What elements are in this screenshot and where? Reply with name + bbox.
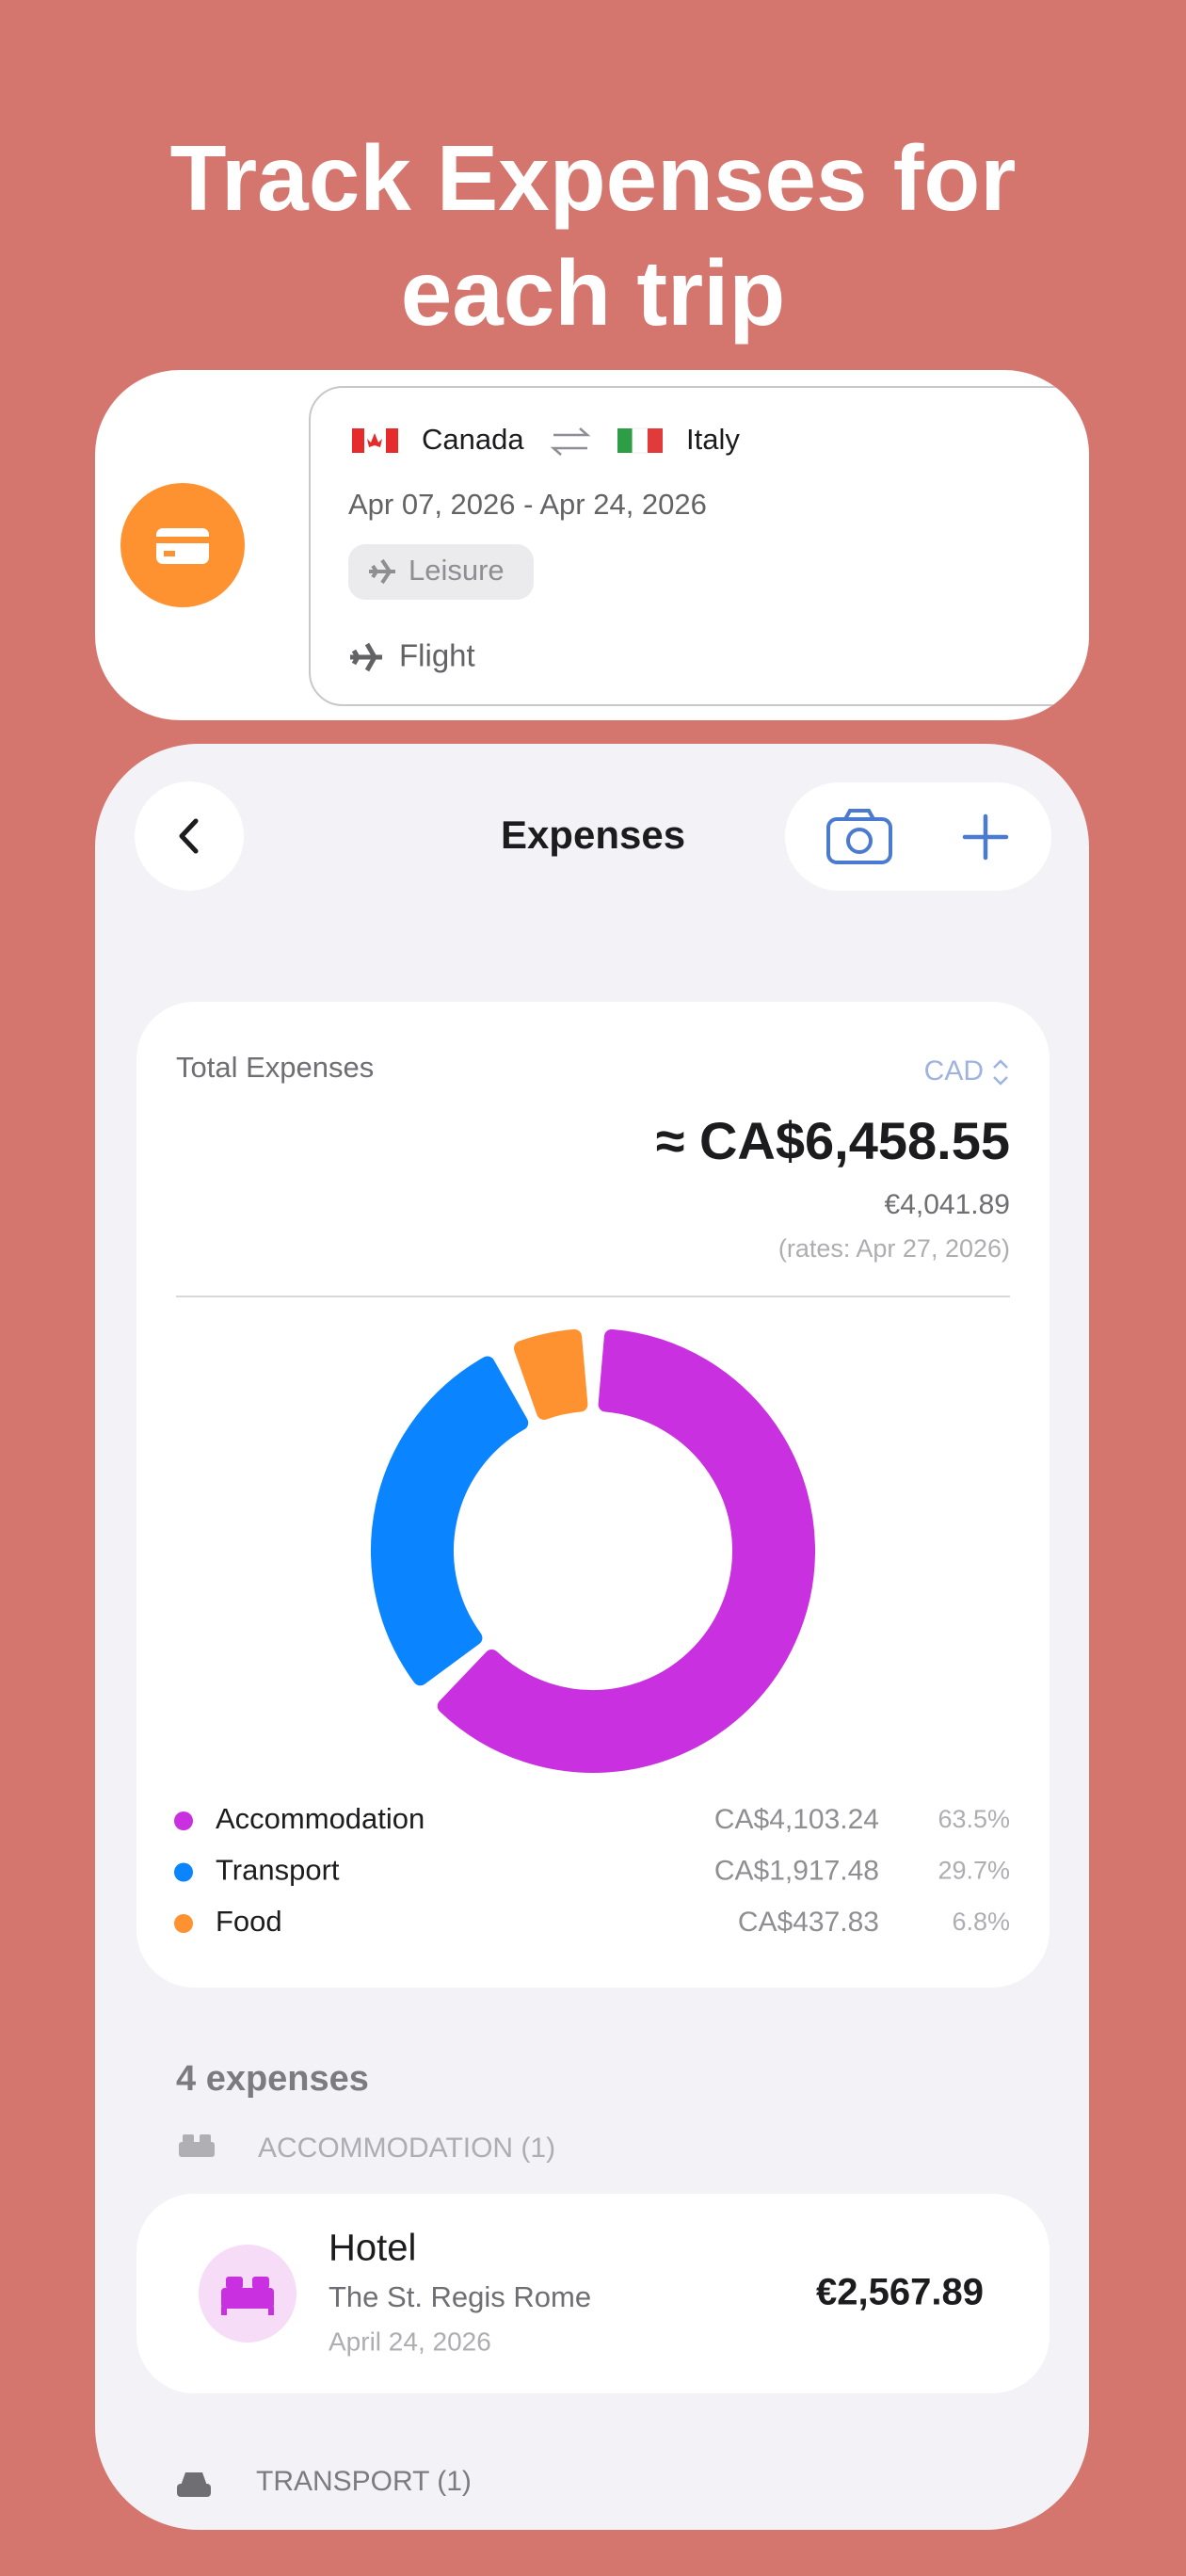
car-icon	[177, 2472, 211, 2497]
legend-dot	[174, 1914, 193, 1933]
back-button[interactable]	[135, 781, 244, 891]
flag-italy	[648, 428, 663, 453]
legend: Accommodation CA$4,103.24 63.5% Transport CA…	[174, 1802, 1010, 1938]
origin: Canada	[422, 423, 524, 456]
maple-leaf	[367, 433, 382, 447]
add-button[interactable]	[962, 813, 1009, 861]
donut-segment	[437, 1328, 815, 1774]
picker-chevrons	[993, 1059, 1008, 1086]
destination: Italy	[686, 423, 740, 456]
purpose-pill	[348, 544, 534, 600]
legend-percent: 29.7%	[938, 1857, 1010, 1885]
expense-subtitle: The St. Regis Rome	[329, 2280, 591, 2313]
card-chip	[164, 551, 175, 556]
legend-label: Transport	[216, 1854, 340, 1887]
expense-date: April 24, 2026	[329, 2326, 491, 2356]
legend-amount: CA$437.83	[738, 1907, 879, 1938]
group-heading: TRANSPORT (1)	[256, 2466, 472, 2497]
plane-icon	[350, 642, 382, 672]
expense-row[interactable]	[136, 2194, 1050, 2393]
legend-dot	[174, 1862, 193, 1882]
currency-picker[interactable]: CAD	[924, 1055, 984, 1087]
purpose: Leisure	[409, 554, 505, 587]
card-icon	[156, 528, 209, 564]
flag-canada	[386, 428, 398, 453]
expense-amount: €2,567.89	[816, 2272, 984, 2313]
summary-label: Total Expenses	[176, 1051, 374, 1084]
donut-segment	[513, 1328, 588, 1420]
legend-label: Food	[216, 1905, 282, 1938]
expense-count: 4 expenses	[176, 2059, 369, 2099]
plane-icon	[369, 558, 395, 585]
headline: each trip	[401, 241, 785, 345]
card-stripe	[156, 537, 209, 543]
legend-percent: 6.8%	[952, 1908, 1010, 1936]
legend-label: Accommodation	[216, 1802, 425, 1835]
rates-note: (rates: Apr 27, 2026)	[778, 1234, 1010, 1263]
flag-italy	[632, 427, 649, 454]
headline: Track Expenses for	[170, 126, 1017, 230]
screen-title: Expenses	[501, 813, 685, 857]
converted-amount: €4,041.89	[885, 1189, 1010, 1220]
camera-icon	[826, 817, 892, 864]
summary-card	[136, 1002, 1050, 1988]
camera-icon	[843, 809, 875, 820]
donut-segment	[371, 1356, 529, 1686]
donut-chart	[371, 1328, 815, 1774]
flag-canada	[352, 428, 364, 453]
trip-summary[interactable]	[309, 386, 1157, 706]
action-pill	[785, 782, 1051, 891]
expense-title: Hotel	[329, 2228, 416, 2269]
legend-amount: CA$1,917.48	[714, 1855, 879, 1886]
back-chevron	[179, 818, 199, 854]
bed-icon	[179, 2134, 215, 2157]
transport-mode: Flight	[399, 638, 475, 673]
legend-dot	[174, 1811, 193, 1830]
flag-italy	[617, 428, 633, 453]
camera-lens	[846, 828, 873, 854]
group-heading: ACCOMMODATION (1)	[258, 2133, 555, 2164]
bed-icon	[221, 2277, 274, 2315]
swap-icon	[550, 427, 591, 456]
camera-button[interactable]	[826, 809, 892, 864]
total-amount: ≈ CA$6,458.55	[656, 1111, 1010, 1170]
legend-amount: CA$4,103.24	[714, 1804, 879, 1835]
legend-percent: 63.5%	[938, 1805, 1010, 1833]
trip-dates: Apr 07, 2026 - Apr 24, 2026	[348, 488, 707, 521]
